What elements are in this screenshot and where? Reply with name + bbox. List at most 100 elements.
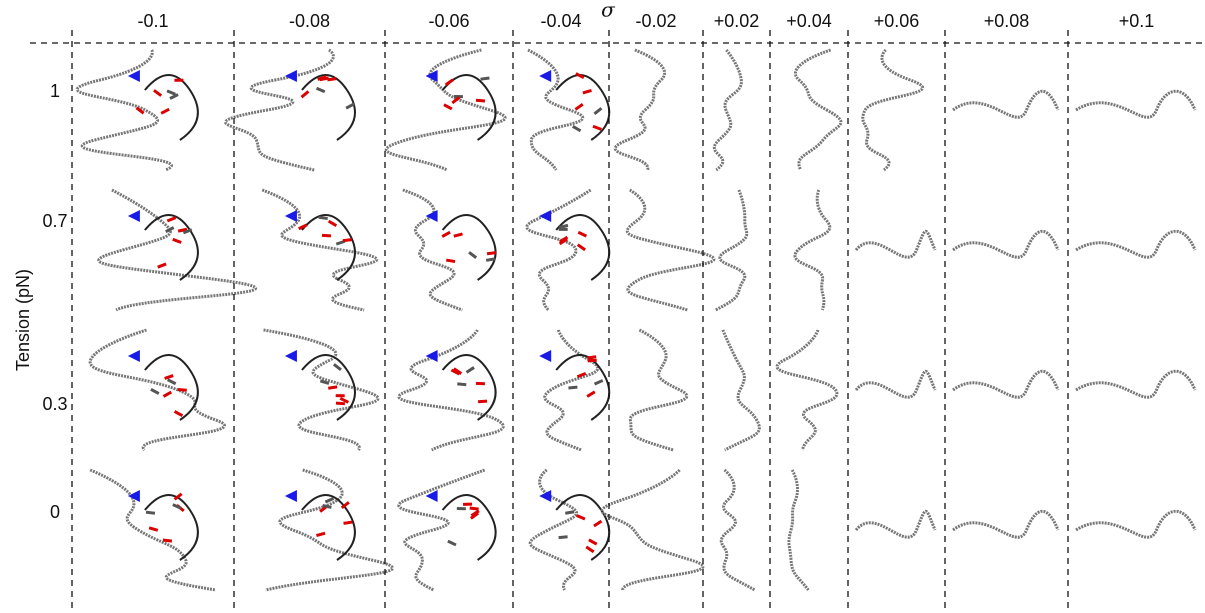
base <box>340 501 350 509</box>
dna-strand <box>787 469 810 591</box>
dna-strand <box>263 328 380 451</box>
dna-strand <box>861 48 924 172</box>
marker <box>539 350 552 362</box>
dna-strand <box>402 188 463 312</box>
base <box>477 399 488 404</box>
base <box>444 78 454 87</box>
dna-strand <box>854 369 937 399</box>
column-label: +0.1 <box>1119 11 1155 31</box>
dna-strand <box>224 48 335 172</box>
base <box>450 368 461 376</box>
base <box>593 519 603 528</box>
row-label: 1 <box>50 81 60 101</box>
base <box>575 72 585 79</box>
marker <box>127 70 140 82</box>
dna-strand <box>1075 229 1197 259</box>
base <box>587 355 597 360</box>
y-axis-label: Tension (pN) <box>13 269 33 371</box>
base <box>453 367 463 375</box>
bubble-backbone <box>441 214 497 281</box>
base <box>165 226 175 234</box>
dna-strand <box>775 329 839 451</box>
marker <box>127 490 140 502</box>
bubble-backbone <box>144 494 199 561</box>
dna-strand <box>265 468 394 592</box>
dna-strand <box>1075 369 1197 399</box>
row-label: 0.7 <box>42 211 67 231</box>
dna-strand <box>714 189 749 312</box>
base <box>582 88 592 95</box>
dna-strand <box>261 188 379 312</box>
base <box>166 378 177 386</box>
bubble-backbone <box>441 74 497 141</box>
bubble-backbone <box>555 214 611 281</box>
column-label: +0.08 <box>984 11 1030 31</box>
base <box>182 228 193 235</box>
dna-strand <box>525 188 592 312</box>
base <box>576 514 586 521</box>
row-label: 0.3 <box>42 394 67 414</box>
dna-strand <box>721 329 761 452</box>
base <box>327 219 338 227</box>
bubble-backbone <box>441 494 497 561</box>
dna-strand <box>793 189 832 311</box>
dna-strand <box>600 468 705 591</box>
base <box>153 89 163 97</box>
dna-strand <box>854 509 937 539</box>
dna-strand <box>527 48 584 171</box>
base <box>475 381 485 386</box>
sigma-label: σ <box>601 0 616 22</box>
base <box>568 385 578 390</box>
dna-strand <box>97 188 258 312</box>
base <box>173 492 183 501</box>
base <box>447 539 457 547</box>
base <box>592 124 602 131</box>
base <box>298 223 308 231</box>
base <box>162 538 173 543</box>
base <box>463 502 473 506</box>
base <box>174 78 184 82</box>
base <box>475 98 486 103</box>
base <box>145 510 156 515</box>
base <box>300 90 310 99</box>
base <box>166 216 177 223</box>
marker <box>127 350 140 362</box>
base <box>586 390 596 398</box>
base <box>576 243 586 252</box>
row-label: 0 <box>50 502 60 522</box>
base <box>345 102 355 110</box>
base <box>172 237 182 244</box>
dna-strand <box>712 49 743 172</box>
bubble-backbone <box>441 354 497 421</box>
dna-strand <box>75 49 173 172</box>
base <box>315 531 326 538</box>
dna-strand <box>528 468 579 591</box>
column-label: +0.02 <box>714 11 760 31</box>
marker <box>425 490 438 502</box>
base <box>177 388 187 392</box>
dna-strand <box>397 329 505 452</box>
bubble-backbone <box>555 354 611 421</box>
column-label: +0.06 <box>874 11 920 31</box>
base <box>318 215 328 221</box>
dna-strand <box>952 509 1060 539</box>
dna-strand <box>952 229 1060 259</box>
dna-strand <box>88 328 226 452</box>
base <box>169 93 179 100</box>
marker <box>284 490 297 502</box>
base <box>327 77 337 82</box>
dna-strand <box>614 48 666 171</box>
base <box>343 520 353 525</box>
dna-strand <box>1075 509 1197 539</box>
base <box>456 506 466 511</box>
base <box>470 509 480 517</box>
base <box>465 366 475 374</box>
column-label: -0.02 <box>635 11 676 31</box>
base <box>457 382 467 387</box>
base <box>335 394 345 398</box>
marker <box>425 350 438 362</box>
dna-strand <box>89 468 217 592</box>
base <box>451 96 461 105</box>
marker <box>284 350 297 362</box>
base <box>315 86 326 94</box>
